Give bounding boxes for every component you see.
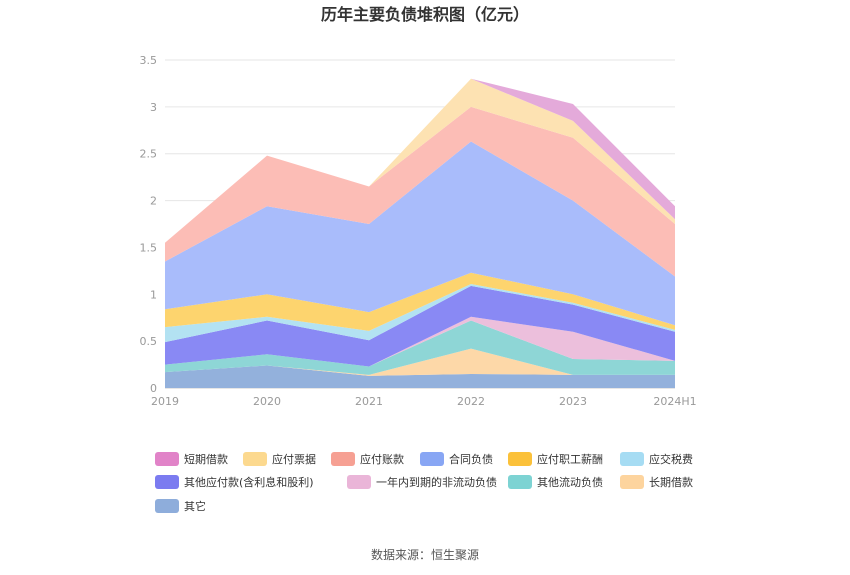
legend-label: 合同负债: [449, 452, 493, 466]
legend-label: 其它: [184, 499, 206, 513]
y-tick-label: 2.5: [140, 148, 158, 161]
y-tick-label: 0.5: [140, 335, 158, 348]
area-series: [165, 365, 675, 388]
legend-item[interactable]: 应付票据: [243, 452, 316, 466]
legend-label: 其他应付款(含利息和股利): [184, 475, 314, 489]
area-series: [165, 316, 675, 367]
y-tick-label: 0: [150, 382, 157, 395]
legend-swatch: [155, 452, 179, 466]
legend-label: 长期借款: [649, 475, 693, 489]
stacked-areas: [165, 78, 675, 388]
y-tick-label: 3.5: [140, 54, 158, 67]
x-tick-label: 2019: [151, 395, 179, 408]
y-tick-label: 3: [150, 101, 157, 114]
legend-swatch: [508, 475, 532, 489]
source-note: 数据来源：恒生聚源: [371, 547, 479, 562]
x-tick-label: 2020: [253, 395, 281, 408]
legend-item[interactable]: 一年内到期的非流动负债: [347, 475, 497, 489]
y-tick-label: 2: [150, 195, 157, 208]
legend-swatch: [420, 452, 444, 466]
legend-swatch: [331, 452, 355, 466]
legend-swatch: [508, 452, 532, 466]
legend-label: 短期借款: [184, 452, 228, 466]
legend-label: 应付账款: [360, 452, 404, 466]
x-axis: 2019 2020 2021 2022 2023 2024H1: [151, 395, 697, 408]
chart-title: 历年主要负债堆积图（亿元）: [321, 5, 529, 24]
legend-item[interactable]: 短期借款: [155, 452, 228, 466]
area-series: [165, 78, 675, 243]
y-tick-label: 1.5: [140, 241, 158, 254]
legend-label: 一年内到期的非流动负债: [376, 475, 497, 489]
legend-item[interactable]: 合同负债: [420, 452, 493, 466]
y-axis: 0 0.5 1 1.5 2 2.5 3 3.5: [140, 54, 158, 395]
area-series: [165, 106, 675, 277]
legend-label: 应付票据: [272, 452, 316, 466]
legend-label: 其他流动负债: [537, 475, 603, 489]
legend-swatch: [155, 499, 179, 513]
y-tick-label: 1: [150, 288, 157, 301]
legend-item[interactable]: 应交税费: [620, 452, 693, 466]
area-series: [165, 320, 675, 375]
area-series: [165, 141, 675, 326]
area-series: [165, 283, 675, 343]
area-series: [165, 348, 675, 376]
legend-swatch: [243, 452, 267, 466]
x-tick-label: 2021: [355, 395, 383, 408]
legend-item[interactable]: 其他应付款(含利息和股利): [155, 475, 314, 489]
area-series: [165, 272, 675, 331]
x-tick-label: 2023: [559, 395, 587, 408]
legend-item[interactable]: 其他流动负债: [508, 475, 603, 489]
legend-swatch: [347, 475, 371, 489]
x-tick-label: 2024H1: [653, 395, 696, 408]
legend-swatch: [155, 475, 179, 489]
legend-swatch: [620, 475, 644, 489]
area-series: [165, 285, 675, 367]
legend-item[interactable]: 其它: [155, 499, 206, 513]
legend-label: 应付职工薪酬: [537, 452, 603, 466]
x-tick-label: 2022: [457, 395, 485, 408]
legend-item[interactable]: 应付职工薪酬: [508, 452, 603, 466]
legend-label: 应交税费: [649, 452, 693, 466]
legend-item[interactable]: 长期借款: [620, 475, 693, 489]
legend-swatch: [620, 452, 644, 466]
legend-item[interactable]: 应付账款: [331, 452, 404, 466]
